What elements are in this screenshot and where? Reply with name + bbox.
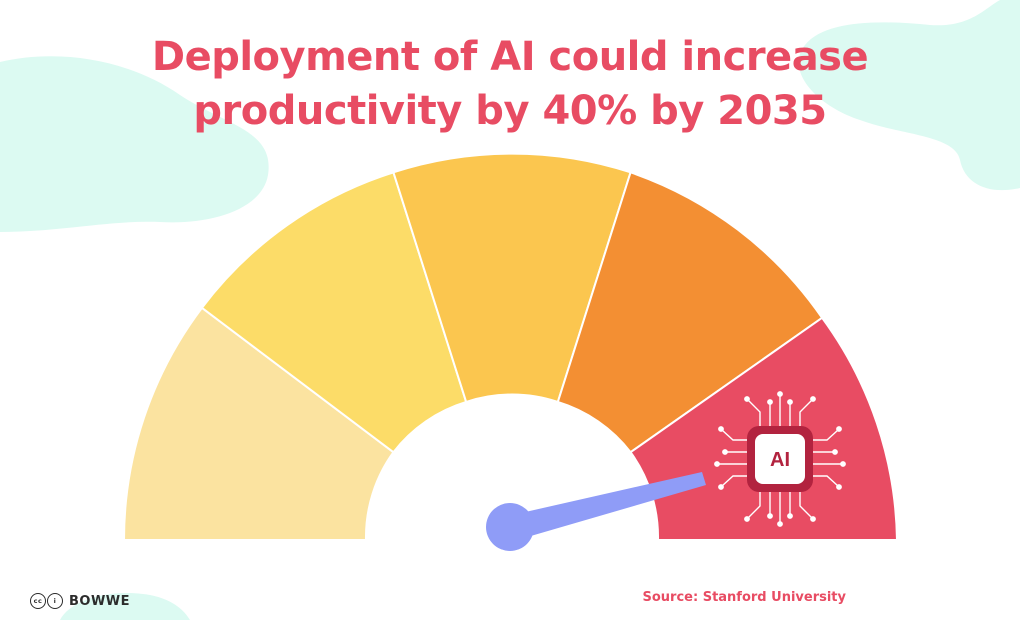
page-title: Deployment of AI could increase producti… [0, 30, 1020, 138]
source-credit: Source: Stanford University [642, 590, 847, 605]
title-line-2: productivity by 40% by 2035 [193, 88, 827, 134]
blob-bottom [60, 592, 190, 620]
gauge-segment-4 [556, 171, 824, 454]
attribution-icon: i [47, 593, 63, 609]
gauge-segment-1 [122, 306, 395, 541]
gauge-segment-2 [200, 171, 468, 454]
cc-icon: cc [30, 593, 46, 609]
brand-name: BOWWE [69, 593, 131, 609]
gauge-segment-3 [392, 152, 632, 404]
brand-footer: cc i BOWWE [30, 591, 130, 611]
title-line-1: Deployment of AI could increase [151, 34, 869, 80]
blob-right [798, 0, 1020, 191]
needle-hub [486, 503, 534, 551]
license-icons: cc i [30, 593, 63, 609]
ai-chip-label: AI [770, 449, 790, 471]
needle-pointer [512, 472, 706, 540]
gauge-needle [486, 472, 706, 551]
blob-left [0, 56, 269, 233]
ai-chip-icon [714, 391, 846, 527]
ai-chip-core [755, 434, 805, 484]
